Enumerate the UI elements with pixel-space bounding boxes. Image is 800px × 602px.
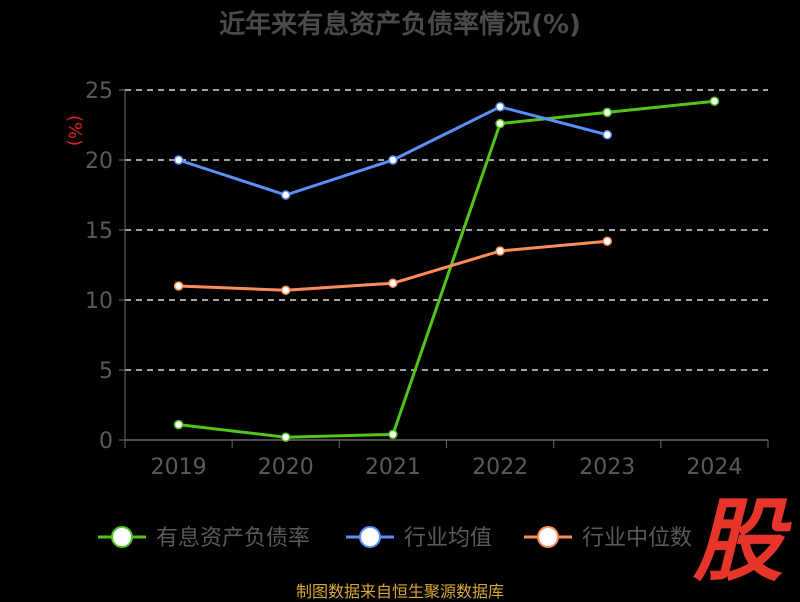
y-tick-label: 5 [99, 359, 113, 384]
data-point [173, 419, 184, 430]
data-point [388, 278, 398, 288]
legend: 有息资产负债率 行业均值 行业中位数 [98, 526, 692, 551]
x-tick-label: 2023 [579, 455, 635, 480]
x-tick-label: 2019 [151, 455, 207, 480]
logo: 股 [693, 489, 783, 594]
data-point [281, 432, 291, 442]
y-axis-label: (%) [64, 115, 85, 147]
data-point [173, 281, 184, 291]
series-line [178, 99, 715, 439]
y-tick-label: 15 [85, 219, 113, 244]
x-tick-label: 2022 [472, 455, 528, 480]
legend-marker [537, 526, 559, 548]
legend-label: 行业均值 [404, 526, 492, 551]
data-point [495, 118, 505, 129]
x-tick-label: 2021 [365, 455, 421, 480]
data-point [602, 107, 612, 118]
legend-label: 行业中位数 [582, 526, 692, 551]
tick-labels: 0 5 10 15 20 25 2019 2020 2021 2022 2023 2024 [85, 79, 742, 480]
legend-marker [111, 526, 133, 548]
y-tick-label: 25 [85, 79, 113, 104]
data-point [281, 190, 291, 200]
y-tick-label: 0 [99, 429, 113, 454]
series-lines [173, 96, 720, 442]
x-tick-label: 2024 [686, 455, 742, 480]
data-point [281, 285, 291, 295]
data-point [495, 246, 505, 256]
data-point [602, 236, 612, 246]
data-point [388, 429, 398, 440]
axes [119, 89, 769, 448]
data-point [388, 155, 398, 165]
data-source-note: 制图数据来自恒生聚源数据库 [295, 582, 504, 601]
legend-label: 有息资产负债率 [156, 526, 310, 551]
data-point [709, 96, 720, 106]
grid-lines [125, 89, 768, 371]
data-point [495, 102, 505, 112]
y-tick-label: 20 [85, 149, 113, 174]
data-point [602, 130, 612, 140]
x-tick-label: 2020 [258, 455, 314, 480]
y-tick-label: 10 [85, 289, 113, 314]
data-point [173, 155, 184, 165]
chart-title: 近年来有息资产负债率情况(%) [219, 10, 581, 40]
legend-marker [359, 526, 381, 548]
